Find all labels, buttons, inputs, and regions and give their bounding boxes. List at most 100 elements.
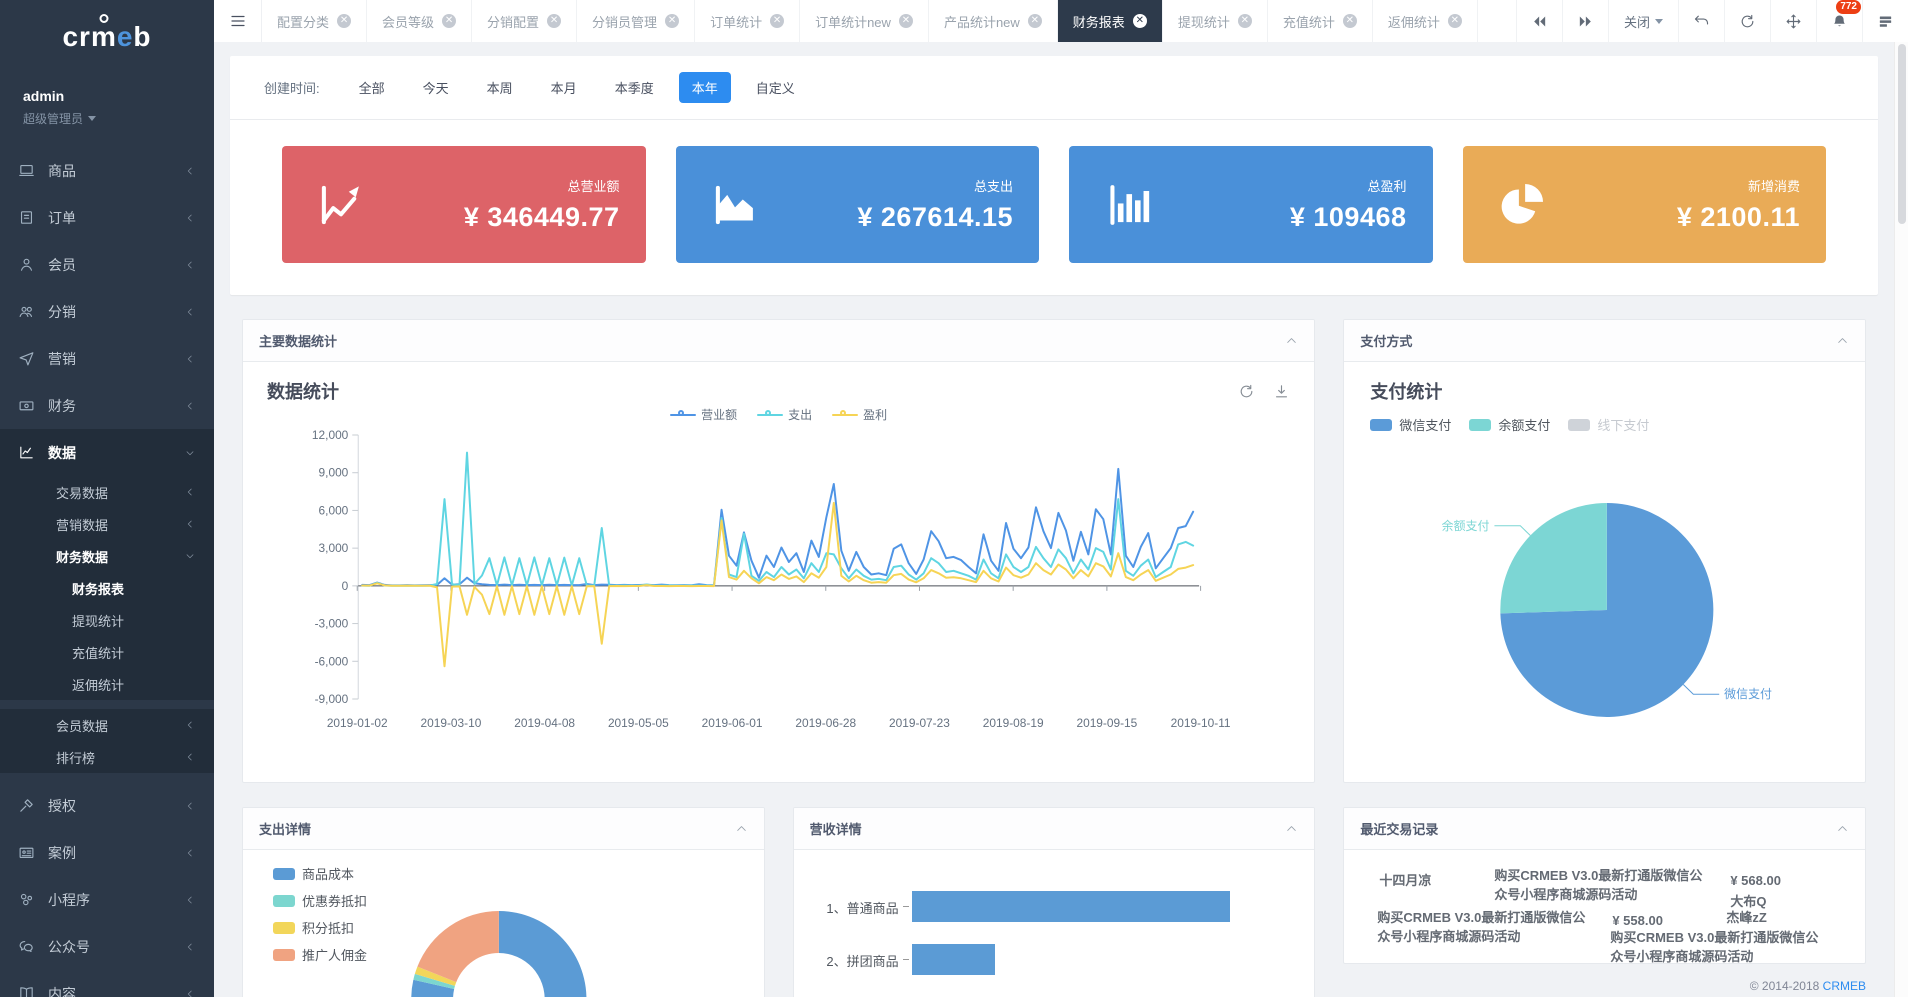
close-tab-icon[interactable]: ✕ (1027, 14, 1042, 28)
double-left-icon (1531, 13, 1548, 30)
page-tab[interactable]: 产品统计new ✕ (929, 0, 1058, 42)
page-tab[interactable]: 提现统计 ✕ (1163, 0, 1268, 42)
tab-label: 分销配置 (487, 14, 540, 30)
filter-option-button[interactable]: 本周 (474, 72, 526, 103)
legend-label: 积分抵扣 (302, 921, 355, 936)
sidebar-item[interactable]: 返佣统计 (0, 668, 214, 700)
close-tab-icon[interactable]: ✕ (337, 14, 352, 28)
trade-price: ¥ 568.00 (1730, 873, 1781, 888)
sidebar-item[interactable]: 案例 (0, 829, 214, 876)
filter-option-button[interactable]: 本月 (538, 72, 590, 103)
sidebar-item[interactable]: 充值统计 (0, 636, 214, 668)
refresh-button[interactable] (1724, 0, 1770, 42)
page-tab[interactable]: 分销配置 ✕ (472, 0, 578, 42)
sidebar-item[interactable]: 会员 (0, 241, 214, 288)
filter-option-button[interactable]: 自定义 (743, 72, 808, 103)
sidebar-item[interactable]: 排行榜 (0, 741, 214, 773)
page-tab[interactable]: 返佣统计 ✕ (1373, 0, 1478, 42)
page-scrollbar[interactable] (1894, 42, 1908, 997)
page-tab[interactable]: 会员等级 ✕ (367, 0, 473, 42)
reload-chart-icon[interactable] (1238, 383, 1255, 400)
sidebar-item[interactable]: 公众号 (0, 923, 214, 970)
sidebar-item[interactable]: 财务数据 (0, 540, 214, 572)
svg-text:2019-06-01: 2019-06-01 (702, 716, 763, 730)
page-tab[interactable]: 充值统计 ✕ (1268, 0, 1373, 42)
collapse-panel-icon[interactable] (1836, 822, 1849, 835)
sidebar-item[interactable]: 会员数据 (0, 709, 214, 741)
collapse-panel-icon[interactable] (1836, 334, 1849, 347)
payment-pie-chart: 微信支付 余额支付 (1442, 503, 1772, 717)
close-tab-icon[interactable]: ✕ (1132, 14, 1147, 28)
layout-settings-button[interactable] (1862, 0, 1908, 42)
legend-item[interactable]: 盈利 (832, 406, 887, 423)
page-tab[interactable]: 订单统计 ✕ (695, 0, 801, 42)
legend-item[interactable]: 积分抵扣 (273, 918, 367, 937)
sidebar-item[interactable]: 营销数据 (0, 508, 214, 540)
close-tab-icon[interactable]: ✕ (898, 14, 913, 28)
close-tab-icon[interactable]: ✕ (665, 14, 680, 28)
filter-option-button[interactable]: 今天 (410, 72, 462, 103)
page-tab[interactable]: 订单统计new ✕ (800, 0, 929, 42)
scroll-tabs-left-button[interactable] (1516, 0, 1562, 42)
sidebar-item[interactable]: 授权 (0, 782, 214, 829)
tabbar-spacer (1478, 0, 1516, 42)
svg-text:2019-09-15: 2019-09-15 (1076, 716, 1137, 730)
scroll-tabs-right-button[interactable] (1562, 0, 1608, 42)
sidebar-item[interactable]: 订单 (0, 194, 214, 241)
undo-icon (1693, 13, 1710, 30)
fullscreen-button[interactable] (1770, 0, 1816, 42)
user-block[interactable]: admin 超级管理员 (0, 74, 214, 133)
collapse-panel-icon[interactable] (735, 822, 748, 835)
filter-option-button[interactable]: 全部 (346, 72, 398, 103)
page-tab[interactable]: 财务报表 ✕ (1057, 0, 1163, 42)
sidebar-item[interactable]: 提现统计 (0, 604, 214, 636)
chevron-down-icon (184, 447, 196, 459)
filter-option-button[interactable]: 本季度 (602, 72, 667, 103)
sidebar-item[interactable]: 小程序 (0, 876, 214, 923)
sidebar-item[interactable]: 商品 (0, 147, 214, 194)
page-tab[interactable]: 配置分类 ✕ (262, 0, 368, 42)
close-tab-icon[interactable]: ✕ (547, 14, 562, 28)
sidebar-item-label: 授权 (48, 797, 76, 814)
sidebar-item[interactable]: 数据 (0, 429, 214, 476)
scrollbar-thumb[interactable] (1897, 44, 1906, 224)
sidebar-item[interactable]: 财务报表 (0, 572, 214, 604)
sidebar-item-label: 小程序 (48, 891, 90, 908)
sidebar-item[interactable]: 内容 (0, 970, 214, 997)
sidebar-item[interactable]: 交易数据 (0, 476, 214, 508)
download-chart-icon[interactable] (1273, 383, 1290, 400)
footer: © 2014-2018 CRMEB (1749, 979, 1866, 993)
legend-item[interactable]: 推广人佣金 (273, 945, 367, 964)
sidebar-item-label: 提现统计 (72, 613, 125, 629)
user-role[interactable]: 超级管理员 (23, 110, 191, 127)
close-tab-icon[interactable]: ✕ (1342, 14, 1357, 28)
legend-item[interactable]: 线下支付 (1568, 415, 1649, 434)
collapse-panel-icon[interactable] (1285, 334, 1298, 347)
open-page-tabs: 配置分类 ✕ 会员等级 ✕ 分销配置 ✕ 分销员管理 ✕ 订单统计 ✕ 订单统计new ✕ 产品统计ne… (262, 0, 1478, 42)
crmeb-link[interactable]: CRMEB (1822, 979, 1866, 993)
page-tab[interactable]: 分销员管理 ✕ (577, 0, 696, 42)
close-tab-icon[interactable]: ✕ (770, 14, 785, 28)
collapse-sidebar-button[interactable] (214, 0, 262, 42)
legend-item[interactable]: 优惠券抵扣 (273, 891, 367, 910)
notifications-button[interactable]: 772 (1816, 0, 1862, 42)
sidebar-item[interactable]: 分销 (0, 288, 214, 335)
back-button[interactable] (1678, 0, 1724, 42)
close-tabs-dropdown[interactable]: 关闭 (1608, 0, 1678, 42)
legend-item[interactable]: 微信支付 (1370, 415, 1451, 434)
legend-item[interactable]: 营业额 (670, 406, 737, 423)
wechat-icon (18, 938, 35, 955)
legend-item[interactable]: 支出 (757, 406, 812, 423)
sidebar-item[interactable]: 营销 (0, 335, 214, 382)
close-tab-icon[interactable]: ✕ (1447, 14, 1462, 28)
collapse-panel-icon[interactable] (1285, 822, 1298, 835)
close-tab-icon[interactable]: ✕ (1237, 14, 1252, 28)
notification-badge: 772 (1836, 0, 1861, 14)
sidebar-item[interactable]: 财务 (0, 382, 214, 429)
legend-item[interactable]: 商品成本 (273, 864, 367, 883)
close-tab-icon[interactable]: ✕ (442, 14, 457, 28)
legend-item[interactable]: 余额支付 (1469, 415, 1550, 434)
content-icon (18, 985, 35, 997)
filter-option-button[interactable]: 本年 (678, 72, 731, 103)
